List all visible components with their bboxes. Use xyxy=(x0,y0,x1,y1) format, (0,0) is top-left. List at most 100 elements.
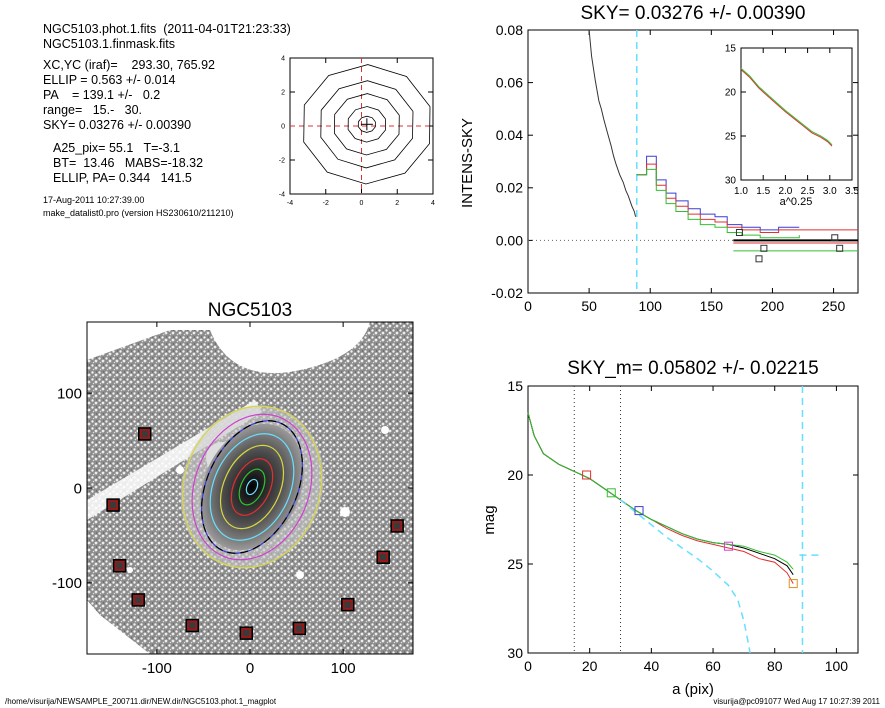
galaxy-title: NGC5103 xyxy=(208,300,293,321)
inset-ytick-label: 30 xyxy=(725,176,737,187)
sky-profile-ytick-label: -0.02 xyxy=(491,285,523,301)
mag-profile-ytick-label: 30 xyxy=(507,645,523,661)
contour-line xyxy=(347,106,386,143)
contour-ytick-label: 4 xyxy=(281,55,285,62)
mag-profile-ytick-label: 15 xyxy=(507,378,523,394)
isophote-ellipse xyxy=(209,433,295,541)
galaxy-image-axes: -100 0 100 100 0 -100 xyxy=(52,322,413,677)
masked-region-box xyxy=(390,519,404,533)
masked-star xyxy=(296,571,304,579)
masked-region-box-inner xyxy=(187,620,198,631)
isophote-ellipse xyxy=(201,420,303,554)
center-coords-line: XC,YC (iraf)= 293.30, 765.92 xyxy=(43,58,215,72)
galaxy-image-ytick-label: 0 xyxy=(74,480,82,497)
galaxy-image xyxy=(87,322,413,654)
bt-mabs-line: BT= 13.46 MABS=-18.32 xyxy=(53,156,204,170)
sky-sample-marker xyxy=(831,234,839,242)
sky-profile-ytick-label: 0.08 xyxy=(496,22,523,38)
sky-profile-frame xyxy=(527,29,859,294)
sky-profile-ytick-label: 0.02 xyxy=(496,180,523,196)
magenta-mag-marker xyxy=(723,541,733,551)
sky-profile-xtick-label: 50 xyxy=(581,298,597,314)
contour-xtick-label: -2 xyxy=(323,200,329,207)
galaxy-image-panel: NGC5103 -100 0 100 100 0 -100 xyxy=(52,300,414,677)
sky-profile-panel: SKY= 0.03276 +/- 0.00390 INTENS-SKY 0 50 1… xyxy=(459,3,859,314)
green-step-series xyxy=(636,168,800,239)
date-line: 17-Aug-2011 10:27:39.00 xyxy=(43,195,145,205)
intensity-profile-line xyxy=(588,29,637,217)
masked-region-box-inner xyxy=(108,500,118,510)
masked-star xyxy=(127,567,133,573)
mag-profile-panel: SKY_m= 0.05802 +/- 0.02215 mag a (pix) 0… xyxy=(481,358,859,698)
fit-range-line: range= 15.- 30. xyxy=(43,103,143,117)
contour-line xyxy=(357,115,376,133)
masked-region-box-inner xyxy=(294,623,305,634)
galaxy-isophotes xyxy=(181,405,323,569)
inset-xtick-label: 2.0 xyxy=(778,186,792,197)
contour-xtick-label: 2 xyxy=(395,200,399,207)
cyan-mag-series xyxy=(620,499,751,654)
contour-xtick-label: 0 xyxy=(360,200,364,207)
sky-profile-ylabel: INTENS-SKY xyxy=(459,118,476,208)
masked-region-box-inner xyxy=(241,628,252,638)
masked-region-box xyxy=(376,550,390,564)
contour-lines xyxy=(290,58,433,194)
sky-profile-ytick-label: 0.06 xyxy=(496,75,523,91)
ellipticity-line: ELLIP = 0.563 +/- 0.014 xyxy=(43,73,176,87)
masked-region-box-inner xyxy=(392,521,402,531)
inset-ytick-label: 15 xyxy=(725,44,737,55)
mag-profile-ylabel: mag xyxy=(481,505,498,534)
inset-xtick-label: 3.5 xyxy=(845,186,859,197)
inset-red-line xyxy=(740,69,833,147)
mag-profile-xtick-label: 40 xyxy=(644,658,660,674)
sky-sample-marker xyxy=(836,244,844,252)
sky-profile-xtick-label: 250 xyxy=(822,298,846,314)
mag-profile-ytick-label: 25 xyxy=(507,556,523,572)
sky-sample-marker xyxy=(760,244,768,252)
contour-xtick-label: 4 xyxy=(431,200,435,207)
masked-region-box xyxy=(185,618,200,633)
sky-profile-title: SKY= 0.03276 +/- 0.00390 xyxy=(580,3,805,24)
program-line: make_datalist0.pro (version HS230610/211… xyxy=(43,208,234,218)
mag-profile-xtick-label: 20 xyxy=(582,658,598,674)
contour-panel: -4 -2 0 2 4 4 2 0 -2 -4 xyxy=(279,55,435,207)
sky-profile-xtick-label: 200 xyxy=(761,298,785,314)
mag-profile-xtick-label: 100 xyxy=(825,658,849,674)
masked-star xyxy=(340,507,350,517)
green-mag-series xyxy=(527,412,794,570)
a25-line: A25_pix= 55.1 T=-3.1 xyxy=(53,141,180,155)
sky-value-line: SKY= 0.03276 +/- 0.00390 xyxy=(43,118,192,132)
masked-star xyxy=(381,426,389,434)
mag-profile-xtick-label: 0 xyxy=(524,658,532,674)
red-mag-marker xyxy=(582,470,592,480)
inset-xlabel: a^0.25 xyxy=(780,196,813,208)
inset-ytick-label: 20 xyxy=(725,88,737,99)
contour-ytick-label: 0 xyxy=(281,123,285,130)
mag-profile-axes: 0 20 40 60 80 100 15 20 25 30 xyxy=(507,378,858,674)
contour-ytick-label: -4 xyxy=(279,191,285,198)
footer-user-timestamp: visurija@pc091077 Wed Aug 17 10:27:39 20… xyxy=(713,697,880,706)
inset-panel: 1.0 1.5 2.0 2.5 3.0 3.5 15 20 25 30 a^0.25 xyxy=(725,44,860,209)
red-mag-series xyxy=(527,412,794,584)
isophote-ellipse xyxy=(245,478,259,496)
file-name-line: NGC5103.phot.1.fits (2011-04-01T21:23:33… xyxy=(43,22,291,36)
inset-green-line xyxy=(740,67,833,146)
sky-sample-marker xyxy=(735,229,743,237)
position-angle-line: PA = 139.1 +/- 0.2 xyxy=(43,88,161,102)
sky-profile-plot xyxy=(528,29,858,293)
blue-mag-marker xyxy=(634,506,644,516)
inset-axes: 1.0 1.5 2.0 2.5 3.0 3.5 15 20 25 30 xyxy=(725,44,860,198)
sky-profile-ytick-label: 0.00 xyxy=(496,232,523,248)
mag-profile-plot xyxy=(527,386,821,654)
mag-profile-xtick-label: 80 xyxy=(767,658,783,674)
masked-region-box-inner xyxy=(114,561,125,571)
sky-profile-xtick-label: 150 xyxy=(700,298,724,314)
sky-sample-marker xyxy=(755,255,763,263)
galaxy-image-ytick-label: 100 xyxy=(57,385,82,402)
galaxy-image-xtick-label: 0 xyxy=(246,660,254,677)
masked-region-boxes xyxy=(106,427,404,640)
sky-profile-xtick-label: 100 xyxy=(639,298,663,314)
inset-xtick-label: 1.5 xyxy=(756,186,770,197)
masked-star xyxy=(176,466,184,474)
